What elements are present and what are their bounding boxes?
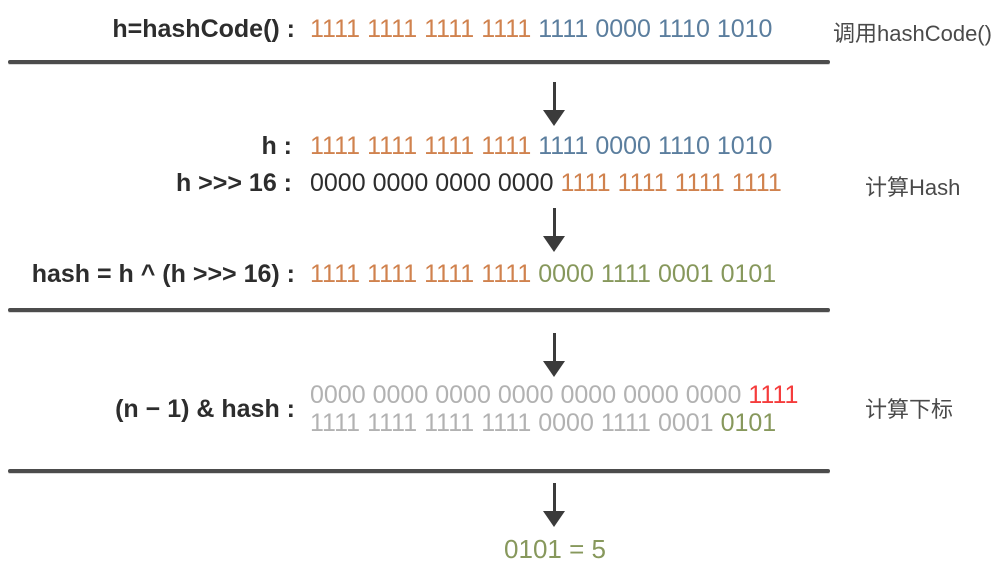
- binary-row-hashcode: 1111 1111 1111 1111 1111 0000 1110 1010: [310, 14, 772, 44]
- binary-group-orange: 1111: [481, 15, 532, 43]
- arrow-head: [543, 236, 565, 252]
- binary-group-orange: 1111: [367, 15, 418, 43]
- divider-bottom: [8, 469, 830, 473]
- binary-group-dark: 0000: [372, 169, 429, 197]
- binary-group-gray: 0000: [497, 381, 554, 409]
- binary-group-blue: 1111: [538, 132, 589, 160]
- result-index: 0101 = 5: [504, 534, 606, 564]
- binary-group-blue: 1010: [716, 15, 773, 43]
- binary-group-orange: 1111: [367, 260, 418, 288]
- binary-group-red: 1111: [748, 381, 799, 409]
- binary-group-gray: 1111: [600, 409, 651, 437]
- binary-group-gray: 1111: [310, 409, 361, 437]
- binary-group-gray: 0000: [560, 381, 617, 409]
- binary-group-orange: 1111: [310, 15, 361, 43]
- binary-group-gray: 0000: [372, 381, 429, 409]
- binary-group-olive: 0101: [720, 409, 777, 437]
- binary-group-blue: 1110: [657, 15, 710, 43]
- binary-group-blue: 0000: [595, 132, 651, 160]
- down-arrow-2: [542, 208, 566, 252]
- arrow-stem: [552, 483, 556, 512]
- binary-row-h: 1111 1111 1111 1111 1111 0000 1110 1010: [310, 131, 772, 161]
- arrow-head: [543, 110, 565, 126]
- binary-group-orange: 1111: [731, 169, 782, 197]
- binary-group-orange: 1111: [367, 132, 418, 160]
- binary-group-orange: 1111: [481, 260, 532, 288]
- binary-group-olive: 0000: [538, 260, 594, 288]
- binary-group-gray: 1111: [367, 409, 418, 437]
- expr-h-shift16: h >>> 16 :: [175, 169, 292, 197]
- binary-group-orange: 1111: [424, 15, 475, 43]
- binary-row-hash: 1111 1111 1111 1111 0000 1111 0001 0101: [310, 259, 776, 289]
- binary-group-gray: 0001: [657, 409, 714, 437]
- binary-group-gray: 0000: [685, 381, 742, 409]
- expr-h: h :: [261, 132, 292, 160]
- arrow-stem: [552, 333, 556, 362]
- binary-group-gray: 1111: [424, 409, 475, 437]
- binary-group-orange: 1111: [617, 169, 668, 197]
- annotation-compute-index: 计算下标: [865, 397, 954, 422]
- binary-group-blue: 1110: [657, 132, 710, 160]
- binary-group-dark: 0000: [497, 169, 554, 197]
- arrow-head: [543, 511, 565, 527]
- binary-group-blue: 0000: [595, 15, 651, 43]
- binary-group-blue: 1010: [716, 132, 773, 160]
- binary-group-orange: 1111: [310, 260, 361, 288]
- arrow-stem: [552, 208, 556, 237]
- binary-group-orange: 1111: [674, 169, 725, 197]
- binary-group-orange: 1111: [424, 132, 475, 160]
- binary-group-orange: 1111: [481, 132, 532, 160]
- binary-group-olive: 1111: [600, 260, 651, 288]
- annotation-compute-hash: 计算Hash: [865, 175, 961, 200]
- down-arrow-4: [542, 483, 566, 527]
- binary-group-orange: 1111: [310, 132, 361, 160]
- binary-group-orange: 1111: [424, 260, 475, 288]
- binary-group-gray: 1111: [481, 409, 532, 437]
- binary-group-dark: 0000: [310, 169, 366, 197]
- binary-group-gray: 0000: [623, 381, 679, 409]
- binary-group-olive: 0001: [657, 260, 714, 288]
- annotation-call-hashcode: 调用hashCode(): [833, 21, 992, 46]
- binary-group-dark: 0000: [435, 169, 491, 197]
- down-arrow-3: [542, 333, 566, 377]
- arrow-stem: [552, 82, 556, 111]
- arrow-head: [543, 361, 565, 377]
- divider-top: [8, 60, 830, 64]
- divider-middle: [8, 308, 830, 312]
- binary-row-h-shift16: 0000 0000 0000 0000 1111 1111 1111 1111: [310, 168, 782, 198]
- binary-row-hash-operand: 1111 1111 1111 1111 0000 1111 0001 0101: [310, 408, 776, 438]
- binary-group-olive: 0101: [720, 260, 777, 288]
- binary-row-n-minus-1: 0000 0000 0000 0000 0000 0000 0000 1111: [310, 380, 798, 410]
- binary-group-orange: 1111: [560, 169, 611, 197]
- expr-h-hashcode: h=hashCode() :: [112, 15, 295, 43]
- binary-group-gray: 0000: [310, 381, 366, 409]
- binary-group-gray: 0000: [538, 409, 594, 437]
- down-arrow-1: [542, 82, 566, 126]
- expr-hash-xor: hash = h ^ (h >>> 16) :: [31, 260, 295, 288]
- expr-n-minus-1-and-hash: (n − 1) & hash :: [115, 395, 295, 423]
- binary-group-blue: 1111: [538, 15, 589, 43]
- binary-group-gray: 0000: [435, 381, 491, 409]
